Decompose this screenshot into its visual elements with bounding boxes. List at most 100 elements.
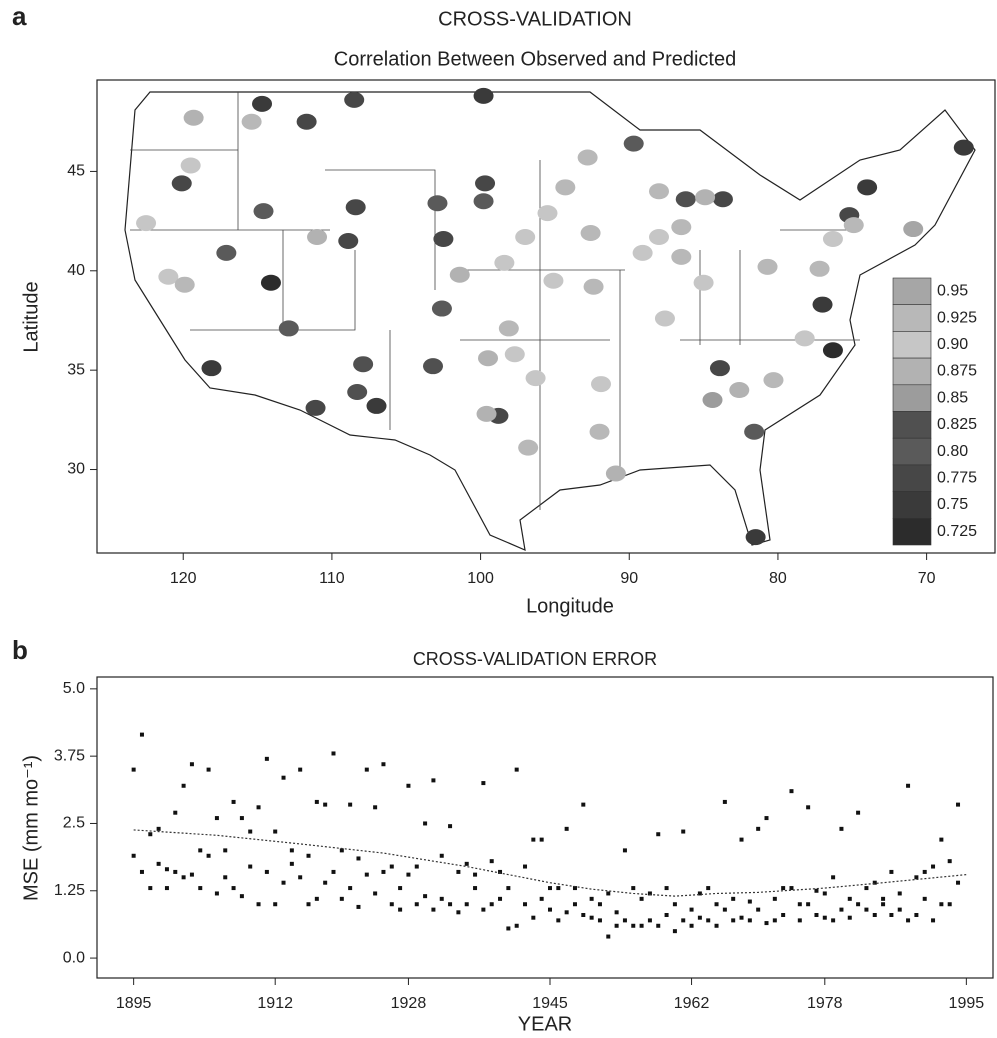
point: [589, 915, 594, 920]
panel-letter: a: [12, 1, 27, 31]
point: [181, 783, 186, 788]
point: [181, 875, 186, 880]
point: [298, 767, 303, 772]
point: [439, 896, 444, 901]
point: [381, 869, 386, 874]
us-outline: [124, 91, 976, 551]
point: [214, 816, 219, 821]
station: [843, 217, 864, 234]
point: [814, 913, 819, 917]
point: [273, 829, 278, 834]
point: [631, 923, 636, 928]
station: [537, 205, 558, 222]
point: [856, 902, 861, 907]
y-tick-label: 30: [67, 461, 85, 478]
point: [398, 886, 403, 891]
point: [156, 826, 161, 831]
point: [606, 891, 611, 896]
y-tick-label: 35: [67, 361, 85, 378]
point: [206, 767, 211, 772]
station: [347, 384, 368, 401]
point: [514, 767, 519, 772]
station: [648, 183, 669, 200]
station: [812, 296, 833, 313]
point: [581, 802, 586, 807]
point: [256, 902, 261, 907]
point: [722, 799, 727, 804]
colorbar-band: [892, 277, 932, 306]
point: [406, 872, 411, 877]
point: [931, 864, 936, 869]
point: [897, 891, 902, 896]
point: [164, 867, 169, 872]
point: [164, 886, 169, 891]
point: [956, 802, 961, 807]
station: [794, 330, 815, 347]
station: [498, 320, 519, 337]
x-tick-label: 70: [918, 570, 936, 587]
point: [789, 789, 794, 794]
colorbar-band: [892, 517, 932, 546]
station: [745, 529, 766, 546]
point: [239, 894, 244, 899]
point: [639, 923, 644, 928]
point: [889, 869, 894, 874]
station: [174, 276, 195, 293]
point: [706, 886, 711, 891]
colorbar-label: 0.925: [937, 309, 977, 326]
point: [198, 848, 203, 853]
state-lines: [130, 92, 860, 510]
station: [296, 113, 317, 130]
x-tick-label: 1962: [674, 995, 710, 1012]
station: [543, 272, 564, 289]
colorbar-label: 0.775: [937, 469, 977, 486]
point: [614, 910, 619, 915]
point: [697, 891, 702, 896]
station: [158, 268, 179, 285]
station: [555, 179, 576, 196]
point: [714, 923, 719, 928]
point: [273, 902, 278, 907]
point: [481, 781, 486, 786]
colorbar-label: 0.825: [937, 416, 977, 433]
point: [139, 869, 144, 874]
point: [406, 783, 411, 788]
point: [339, 848, 344, 853]
point: [306, 902, 311, 907]
point: [797, 902, 802, 907]
point: [714, 902, 719, 907]
point: [897, 907, 902, 912]
point: [639, 896, 644, 901]
point: [356, 856, 361, 861]
station: [702, 391, 723, 408]
point: [314, 896, 319, 901]
point: [481, 907, 486, 912]
station: [473, 193, 494, 210]
point: [223, 848, 228, 853]
point: [814, 888, 819, 893]
point: [498, 869, 503, 874]
point: [523, 864, 528, 869]
colorbar-band: [892, 464, 932, 492]
colorbar-label: 0.725: [937, 523, 977, 540]
point: [881, 896, 886, 901]
station: [305, 399, 326, 416]
y-axis-label: Latitude: [20, 281, 42, 352]
point: [839, 907, 844, 912]
station: [632, 244, 653, 261]
point: [223, 875, 228, 880]
point: [531, 915, 536, 920]
point: [756, 826, 761, 831]
point: [572, 886, 577, 891]
point: [781, 913, 786, 917]
station: [757, 258, 778, 275]
point: [864, 886, 869, 891]
y-tick-label: 1.25: [54, 882, 85, 899]
point: [231, 799, 236, 804]
station: [260, 274, 281, 291]
point: [448, 824, 453, 829]
point: [806, 902, 811, 907]
station: [338, 232, 359, 249]
point: [323, 802, 328, 807]
